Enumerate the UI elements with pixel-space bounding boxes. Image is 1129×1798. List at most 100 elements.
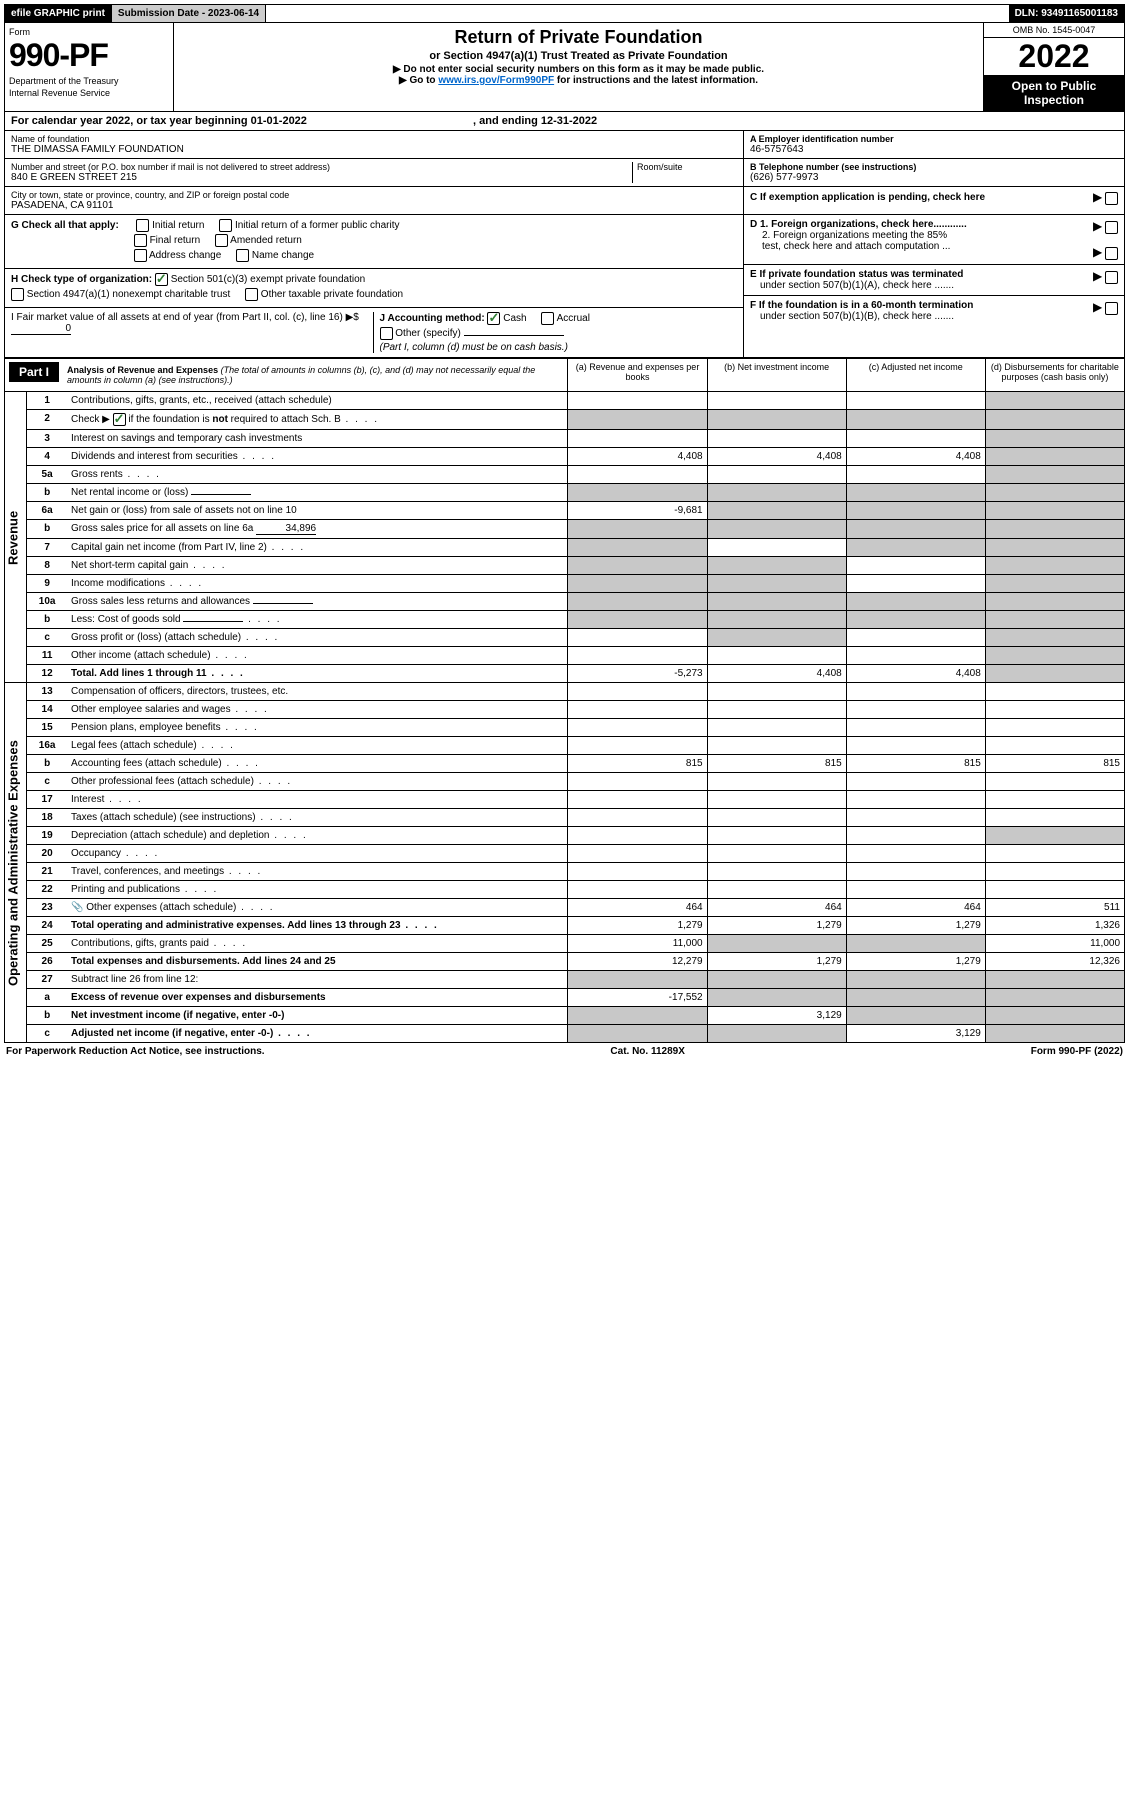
cell-value: -5,273 [568, 665, 707, 683]
line-desc-text: Depreciation (attach schedule) and deple… [71, 830, 308, 841]
cell-value [985, 845, 1124, 863]
h-other-taxable[interactable] [245, 288, 258, 301]
h-4947[interactable] [11, 288, 24, 301]
g-opt-3: Initial return of a former public charit… [235, 220, 400, 231]
cell-value [707, 575, 846, 593]
j-other[interactable] [380, 327, 393, 340]
e-checkbox[interactable] [1105, 271, 1118, 284]
g-address-change[interactable] [134, 249, 147, 262]
box-g: G Check all that apply: Initial return I… [5, 215, 743, 269]
line-num: c [27, 773, 67, 791]
j-accrual-label: Accrual [557, 313, 590, 324]
efile-badge[interactable]: efile GRAPHIC print [5, 5, 112, 22]
line-num: b [27, 484, 67, 502]
cell-value [707, 502, 846, 520]
line-desc-text: Accounting fees (attach schedule) [71, 758, 260, 769]
phone-label: B Telephone number (see instructions) [750, 162, 1118, 172]
cell-value [846, 484, 985, 502]
cell-value [985, 809, 1124, 827]
cell-value: 4,408 [846, 665, 985, 683]
attachment-icon[interactable]: 📎 [71, 902, 83, 913]
line-num: 8 [27, 557, 67, 575]
g-initial-public[interactable] [219, 219, 232, 232]
box-h: H Check type of organization: Section 50… [5, 269, 743, 308]
cell-value [707, 845, 846, 863]
cell-value [846, 935, 985, 953]
line-desc-text: Travel, conferences, and meetings [71, 866, 262, 877]
box-e: E If private foundation status was termi… [744, 265, 1124, 296]
open-line1: Open to Public [1012, 79, 1097, 93]
h-label: H Check type of organization: [11, 274, 152, 285]
box-d: D 1. Foreign organizations, check here..… [744, 215, 1124, 265]
inline-value [253, 603, 313, 604]
g-final-return[interactable] [134, 234, 147, 247]
cell-value [707, 1025, 846, 1043]
d2-checkbox[interactable] [1105, 247, 1118, 260]
line-num: 18 [27, 809, 67, 827]
h-501c3[interactable] [155, 273, 168, 286]
d1-checkbox[interactable] [1105, 221, 1118, 234]
f1-label: F If the foundation is in a 60-month ter… [750, 300, 973, 311]
j-accrual[interactable] [541, 312, 554, 325]
entity-info: Name of foundation THE DIMASSA FAMILY FO… [4, 131, 1125, 215]
cell-value: 1,279 [707, 917, 846, 935]
cell-value [985, 1025, 1124, 1043]
cell-value [568, 520, 707, 539]
cell-value [568, 466, 707, 484]
cell-value: 4,408 [568, 448, 707, 466]
form-title: Return of Private Foundation [182, 27, 975, 48]
cell-value [985, 539, 1124, 557]
cell-value [568, 593, 707, 611]
line-num: 4 [27, 448, 67, 466]
box-c-checkbox[interactable] [1105, 192, 1118, 205]
cell-value [707, 466, 846, 484]
side-label: Revenue [5, 392, 27, 683]
cell-value [846, 410, 985, 430]
box-c-label: C If exemption application is pending, c… [750, 192, 985, 203]
irs-link[interactable]: www.irs.gov/Form990PF [438, 75, 554, 86]
line-desc-text: Contributions, gifts, grants, etc., rece… [71, 395, 332, 406]
cell-value [846, 809, 985, 827]
j-note: (Part I, column (d) must be on cash basi… [380, 342, 568, 353]
cell-value [707, 809, 846, 827]
cell-value [568, 410, 707, 430]
j-cash[interactable] [487, 312, 500, 325]
ein-label: A Employer identification number [750, 134, 1118, 144]
arrow-icon: ▶ [1093, 219, 1102, 233]
g-amended[interactable] [215, 234, 228, 247]
g-opt-5: Name change [252, 250, 314, 261]
line-desc-text: Printing and publications [71, 884, 218, 895]
cell-value [985, 448, 1124, 466]
cell-value [568, 575, 707, 593]
cell-value: -17,552 [568, 989, 707, 1007]
cell-value [568, 701, 707, 719]
line-num: 5a [27, 466, 67, 484]
inline-value [191, 494, 251, 495]
cell-value [707, 935, 846, 953]
line-desc-text: 📎 Other expenses (attach schedule) [71, 902, 275, 913]
entity-left: Name of foundation THE DIMASSA FAMILY FO… [5, 131, 743, 214]
cell-value [846, 773, 985, 791]
cell-value [846, 629, 985, 647]
cell-value [707, 629, 846, 647]
cell-value [846, 863, 985, 881]
ein-cell: A Employer identification number 46-5757… [744, 131, 1124, 159]
line-num: b [27, 520, 67, 539]
cell-value [846, 466, 985, 484]
cell-value [707, 539, 846, 557]
cell-value [846, 557, 985, 575]
i-value: 0 [11, 323, 71, 335]
line-desc-text: Gross profit or (loss) (attach schedule) [71, 632, 279, 643]
line-desc-text: Total expenses and disbursements. Add li… [71, 956, 336, 967]
schb-checkbox[interactable] [113, 413, 126, 426]
cell-value: 511 [985, 899, 1124, 917]
cal-year-end: , and ending 12-31-2022 [473, 115, 597, 127]
line-desc-text: Adjusted net income (if negative, enter … [71, 1028, 312, 1039]
cell-value: 1,279 [846, 917, 985, 935]
line-desc-text: Less: Cost of goods sold [71, 614, 282, 625]
footer-left: For Paperwork Reduction Act Notice, see … [6, 1046, 265, 1057]
g-initial-return[interactable] [136, 219, 149, 232]
g-name-change[interactable] [236, 249, 249, 262]
f-checkbox[interactable] [1105, 302, 1118, 315]
line-desc-text: Subtract line 26 from line 12: [71, 974, 198, 985]
